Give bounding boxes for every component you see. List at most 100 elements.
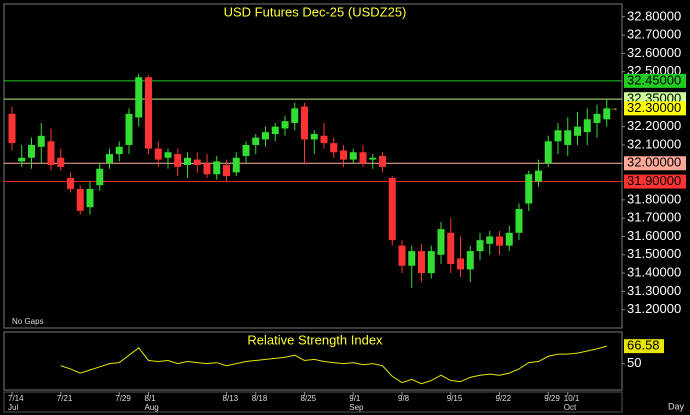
candle-body [544, 141, 552, 164]
reference-label: 31.90000 [627, 173, 681, 188]
x-tick-label: 7/29 [115, 394, 131, 403]
candle-body [145, 77, 152, 149]
y-tick-label: 32.70000 [627, 27, 681, 42]
x-tick-label: 10/1 [564, 394, 580, 403]
price-panel [3, 3, 623, 329]
candle-body [242, 144, 250, 156]
candle-body [76, 188, 84, 211]
candle-body [369, 157, 377, 160]
month-label: Jul [8, 403, 18, 412]
candle-body [320, 135, 328, 144]
candle-body [174, 154, 182, 167]
candle-body [213, 161, 221, 175]
candle-body [583, 119, 591, 133]
candle-body [252, 137, 260, 145]
month-label: Aug [145, 403, 159, 412]
candle-body [154, 148, 162, 160]
reference-label: 32.45000 [627, 72, 681, 87]
reference-label-bg [624, 156, 686, 171]
candle-body [203, 163, 211, 175]
x-tick-label: 9/15 [447, 394, 463, 403]
candle-body [574, 126, 581, 136]
candle-body [535, 170, 542, 182]
chart-title: USD Futures Dec-25 (USDZ25) [224, 4, 407, 19]
candle-body [593, 113, 601, 123]
y-tick-label: 31.20000 [627, 301, 681, 316]
y-tick-label: 31.40000 [627, 265, 681, 280]
y-tick-label: 32.80000 [627, 8, 681, 23]
candle-body [8, 113, 16, 144]
candle-body [57, 157, 65, 167]
candle-body [466, 251, 474, 270]
y-tick-label: 32.20000 [627, 118, 681, 133]
candle-body [281, 121, 289, 129]
candle-body [486, 236, 494, 244]
candle-body [67, 177, 74, 189]
candle-body [427, 251, 435, 274]
candle-body [223, 165, 230, 177]
candle-body [340, 150, 347, 160]
indicator-title: Relative Strength Index [247, 332, 383, 347]
candle-body [437, 229, 445, 255]
rsi-panel [3, 331, 623, 391]
candle-body [349, 152, 357, 160]
x-tick-label: 9/8 [398, 394, 410, 403]
candle-body [398, 245, 406, 266]
rsi-line [60, 345, 607, 385]
month-label: Sep [349, 403, 364, 412]
candle-body [457, 258, 464, 270]
reference-label-bg [624, 174, 686, 189]
x-tick-label: 8/13 [223, 394, 239, 403]
gap-note: No Gaps [12, 317, 44, 326]
reference-label-bg [624, 73, 686, 88]
candle-body [271, 126, 279, 134]
candle-body [86, 188, 94, 208]
candle-body [496, 236, 503, 246]
candle-body [37, 135, 45, 147]
date-strip [3, 391, 623, 413]
candle-body [564, 130, 572, 145]
candle-body [164, 152, 172, 158]
last-arrow: → [610, 103, 619, 113]
last-label: 32.30000 [627, 100, 681, 115]
candle-body [28, 144, 35, 158]
candle-body [330, 143, 338, 153]
candle-body [193, 159, 201, 166]
month-label: Oct [564, 403, 577, 412]
candle-body [135, 77, 143, 118]
y-tick-label: 32.60000 [627, 45, 681, 60]
y-tick-label: 32.10000 [627, 136, 681, 151]
candle-body [388, 177, 396, 241]
y-tick-label: 31.80000 [627, 191, 681, 206]
y-tick-label: 31.60000 [627, 228, 681, 243]
candle-body [47, 141, 55, 166]
candle-body [18, 157, 26, 162]
candle-body [301, 106, 308, 140]
x-tick-label: 8/1 [145, 394, 157, 403]
candle-body [262, 132, 269, 140]
x-tick-label: 9/29 [544, 394, 560, 403]
y-tick-label: 31.70000 [627, 210, 681, 225]
y-tick-label: 31.30000 [627, 283, 681, 298]
x-tick-label: 7/14 [8, 394, 24, 403]
candle-body [379, 155, 386, 167]
rsi-value-bg [624, 339, 664, 354]
candle-body [184, 157, 191, 166]
period-label: Day [668, 401, 685, 411]
x-tick-label: 8/18 [252, 394, 268, 403]
candle-body [408, 251, 416, 266]
candle-body [515, 209, 523, 233]
candle-body [554, 130, 562, 142]
x-tick-label: 7/21 [57, 394, 73, 403]
candle-body [115, 146, 123, 155]
candle-body [525, 174, 533, 204]
candle-body [232, 157, 240, 173]
reference-label: 32.00000 [627, 155, 681, 170]
x-tick-label: 8/25 [301, 394, 317, 403]
y-tick-label: 31.50000 [627, 246, 681, 261]
candle-body [359, 152, 367, 164]
rsi-value-label: 66.58 [627, 338, 660, 353]
rsi-tick-label: 50 [627, 355, 641, 370]
x-tick-label: 9/22 [496, 394, 512, 403]
